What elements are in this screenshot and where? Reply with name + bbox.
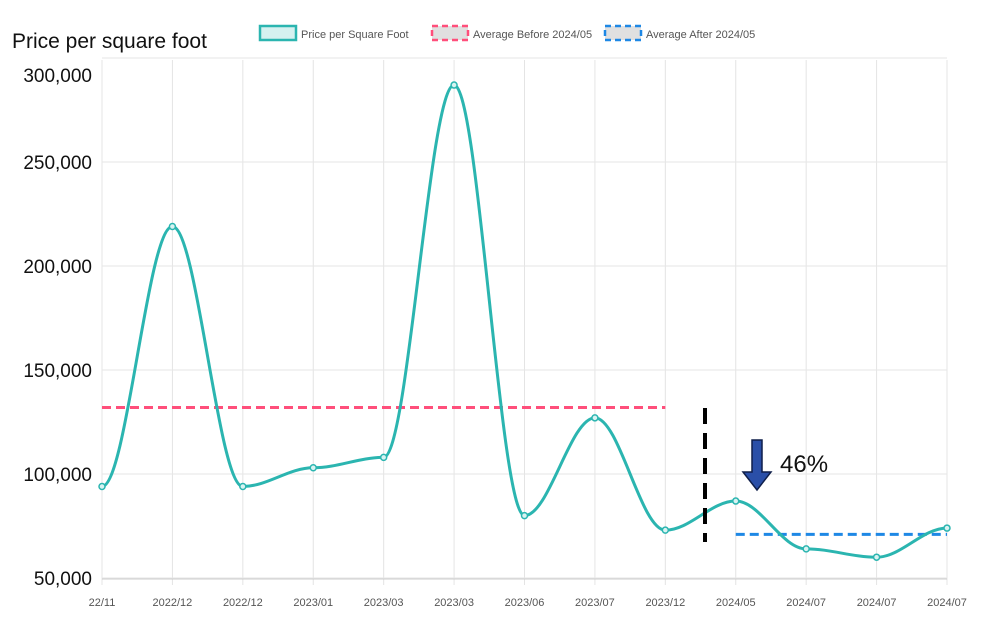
x-tick-label: 2024/07 bbox=[786, 597, 826, 609]
y-tick-label: 150,000 bbox=[23, 361, 92, 382]
x-tick-label: 2023/06 bbox=[505, 597, 545, 609]
x-tick-label: 2022/12 bbox=[223, 597, 263, 609]
change-percent-label: 46% bbox=[780, 451, 828, 478]
x-tick-label: 2022/12 bbox=[153, 597, 193, 609]
data-point bbox=[732, 497, 740, 505]
x-tick-label: 22/11 bbox=[89, 597, 116, 609]
legend-label: Price per Square Foot bbox=[301, 29, 409, 41]
data-point bbox=[309, 464, 317, 472]
y-tick-label: 300,000 bbox=[23, 66, 92, 87]
y-tick-label: 200,000 bbox=[23, 257, 92, 278]
x-tick-label: 2024/07 bbox=[857, 597, 897, 609]
x-tick-label: 2023/07 bbox=[575, 597, 615, 609]
x-tick-label: 2023/03 bbox=[434, 597, 474, 609]
x-tick-label: 2024/07 bbox=[927, 597, 967, 609]
legend-swatch bbox=[258, 24, 298, 42]
data-point bbox=[168, 222, 177, 231]
chart-title: Price per square foot bbox=[12, 30, 207, 53]
data-point bbox=[520, 511, 529, 520]
legend-swatch bbox=[603, 24, 643, 42]
x-tick-label: 2024/05 bbox=[716, 597, 756, 609]
x-tick-label: 2023/03 bbox=[364, 597, 404, 609]
data-point bbox=[98, 482, 106, 491]
data-point bbox=[943, 524, 951, 532]
x-tick-label: 2023/01 bbox=[293, 597, 333, 609]
data-point bbox=[872, 553, 881, 561]
legend-label: Average After 2024/05 bbox=[646, 29, 755, 41]
legend-label: Average Before 2024/05 bbox=[473, 29, 592, 41]
y-tick-label: 50,000 bbox=[34, 569, 92, 590]
series-line bbox=[101, 83, 948, 559]
data-point bbox=[379, 453, 388, 462]
x-tick-label: 2023/12 bbox=[645, 597, 685, 609]
data-point bbox=[802, 545, 810, 553]
y-tick-label: 100,000 bbox=[23, 465, 92, 486]
data-point bbox=[591, 414, 599, 422]
down-arrow-icon bbox=[741, 439, 773, 492]
data-point bbox=[450, 81, 458, 89]
y-tick-label: 250,000 bbox=[23, 153, 92, 174]
data-point bbox=[661, 526, 670, 534]
legend-swatch bbox=[430, 24, 470, 42]
data-point bbox=[239, 482, 247, 491]
